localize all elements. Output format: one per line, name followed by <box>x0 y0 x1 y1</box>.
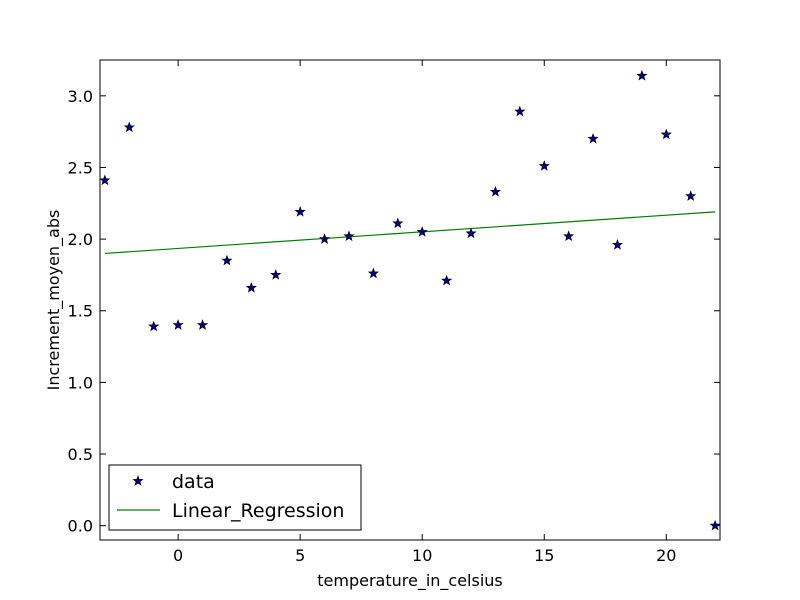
x-axis-label: temperature_in_celsius <box>317 571 503 591</box>
data-point <box>611 238 624 250</box>
data-point <box>270 269 282 280</box>
data-point <box>245 281 257 293</box>
x-tick-label: 15 <box>534 546 554 565</box>
y-axis-ticks: 0.0 0.5 1.0 1.5 2.0 2.5 3.0 <box>68 87 720 536</box>
legend: data Linear_Regression <box>108 464 362 531</box>
data-point <box>172 319 184 330</box>
y-tick-label: 0.5 <box>68 445 93 464</box>
data-point <box>343 230 355 241</box>
y-tick-label: 1.0 <box>68 373 93 392</box>
data-point <box>367 267 379 279</box>
x-tick-label: 5 <box>295 546 305 565</box>
data-point <box>392 217 404 229</box>
data-point <box>660 128 672 140</box>
legend-marker-data <box>132 475 144 486</box>
legend-label-regression: Linear_Regression <box>172 500 344 522</box>
data-point <box>123 121 135 133</box>
data-point <box>148 320 160 332</box>
x-tick-label: 10 <box>412 546 432 565</box>
y-tick-label: 3.0 <box>68 87 93 106</box>
x-tick-label: 0 <box>173 546 183 565</box>
series-layer <box>99 69 721 531</box>
data-point <box>441 274 453 286</box>
plot-area <box>100 60 720 540</box>
plot-frame <box>99 59 721 541</box>
data-point <box>99 174 111 186</box>
legend-star-marker <box>132 475 144 486</box>
data-point <box>294 206 306 217</box>
data-point <box>563 230 575 241</box>
data-point <box>636 69 648 81</box>
data-point <box>514 105 526 117</box>
x-axis-ticks: 0 5 10 15 20 <box>173 60 676 565</box>
y-axis-label: Increment_moyen_abs <box>44 210 64 391</box>
data-point <box>538 160 550 171</box>
data-point <box>416 226 428 237</box>
legend-box <box>108 464 362 531</box>
y-tick-label: 2.5 <box>68 158 93 177</box>
data-point <box>318 233 331 244</box>
y-tick-label: 0.0 <box>68 517 93 536</box>
data-point <box>196 319 209 330</box>
y-tick-label: 1.5 <box>68 302 93 321</box>
data-point <box>709 519 721 531</box>
data-point <box>489 185 502 197</box>
data-point <box>465 227 477 239</box>
data-point <box>685 190 697 201</box>
regression-line <box>104 211 716 255</box>
x-tick-label: 20 <box>656 546 676 565</box>
legend-label-data: data <box>172 471 215 493</box>
data-point <box>221 254 233 266</box>
data-point <box>587 132 599 144</box>
y-tick-label: 2.0 <box>68 230 93 249</box>
